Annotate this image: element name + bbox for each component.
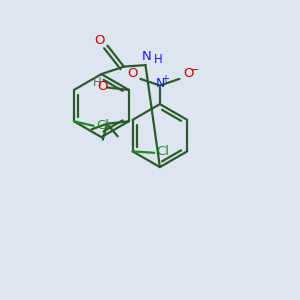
Text: O: O xyxy=(127,67,137,80)
Text: H: H xyxy=(93,76,102,88)
Text: −: − xyxy=(190,65,200,75)
Text: +: + xyxy=(161,74,169,84)
Text: H: H xyxy=(154,53,163,66)
Text: O: O xyxy=(98,80,108,93)
Text: Cl: Cl xyxy=(157,146,170,158)
Text: N: N xyxy=(156,76,165,90)
Text: Cl: Cl xyxy=(96,119,109,132)
Text: O: O xyxy=(183,67,194,80)
Text: N: N xyxy=(142,50,152,63)
Text: O: O xyxy=(95,34,105,47)
